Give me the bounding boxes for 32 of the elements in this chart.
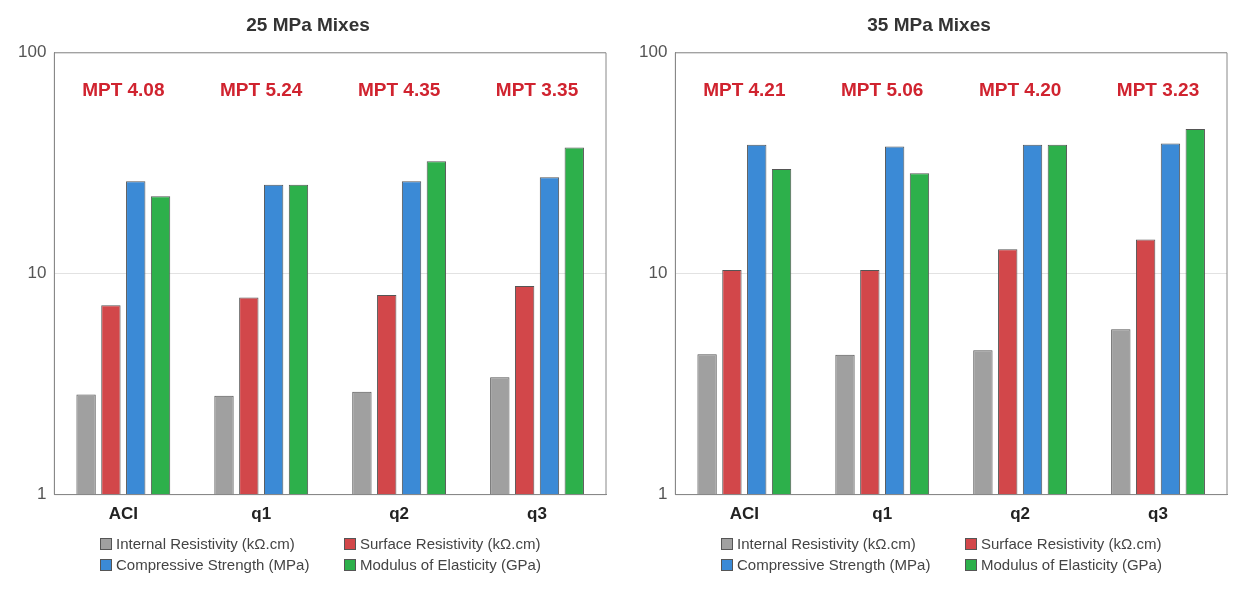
legend-label: Compressive Strength (MPa) <box>737 556 931 573</box>
x-tick-label: q3 <box>527 504 547 524</box>
y-tick-label: 1 <box>657 484 668 504</box>
annotation: MPT 4.35 <box>357 78 441 100</box>
x-tick-label: q3 <box>1148 504 1168 524</box>
legend-label: Internal Resistivity (kΩ.cm) <box>737 535 916 552</box>
annotation: MPT 4.08 <box>82 78 165 100</box>
chart-title: 35 MPa Mixes <box>867 13 991 35</box>
legend-label: Surface Resistivity (kΩ.cm) <box>981 535 1162 552</box>
legend-label: Modulus of Elasticity (GPa) <box>981 556 1162 573</box>
x-tick-label: ACI <box>108 504 138 524</box>
chart-title: 25 MPa Mixes <box>246 13 370 35</box>
legend-label: Surface Resistivity (kΩ.cm) <box>360 535 541 552</box>
x-tick-label: q2 <box>389 504 410 524</box>
legend-label: Internal Resistivity (kΩ.cm) <box>116 535 295 552</box>
y-tick-label: 10 <box>648 263 668 283</box>
annotation: MPT 4.20 <box>978 78 1062 100</box>
legend-label: Compressive Strength (MPa) <box>116 556 310 573</box>
y-tick-label: 100 <box>638 42 668 62</box>
legend-label: Modulus of Elasticity (GPa) <box>360 556 541 573</box>
annotation: MPT 3.23 <box>1116 78 1200 100</box>
annotation: MPT 3.35 <box>495 78 579 100</box>
y-tick-label: 10 <box>27 263 47 283</box>
x-tick-label: ACI <box>729 504 759 524</box>
annotation: MPT 4.21 <box>703 78 786 100</box>
annotation: MPT 5.06 <box>841 78 924 100</box>
annotation: MPT 5.24 <box>220 78 303 100</box>
y-tick-label: 100 <box>17 42 47 62</box>
x-tick-label: q1 <box>872 504 893 524</box>
x-tick-label: q1 <box>251 504 272 524</box>
y-tick-label: 1 <box>36 484 47 504</box>
x-tick-label: q2 <box>1010 504 1031 524</box>
